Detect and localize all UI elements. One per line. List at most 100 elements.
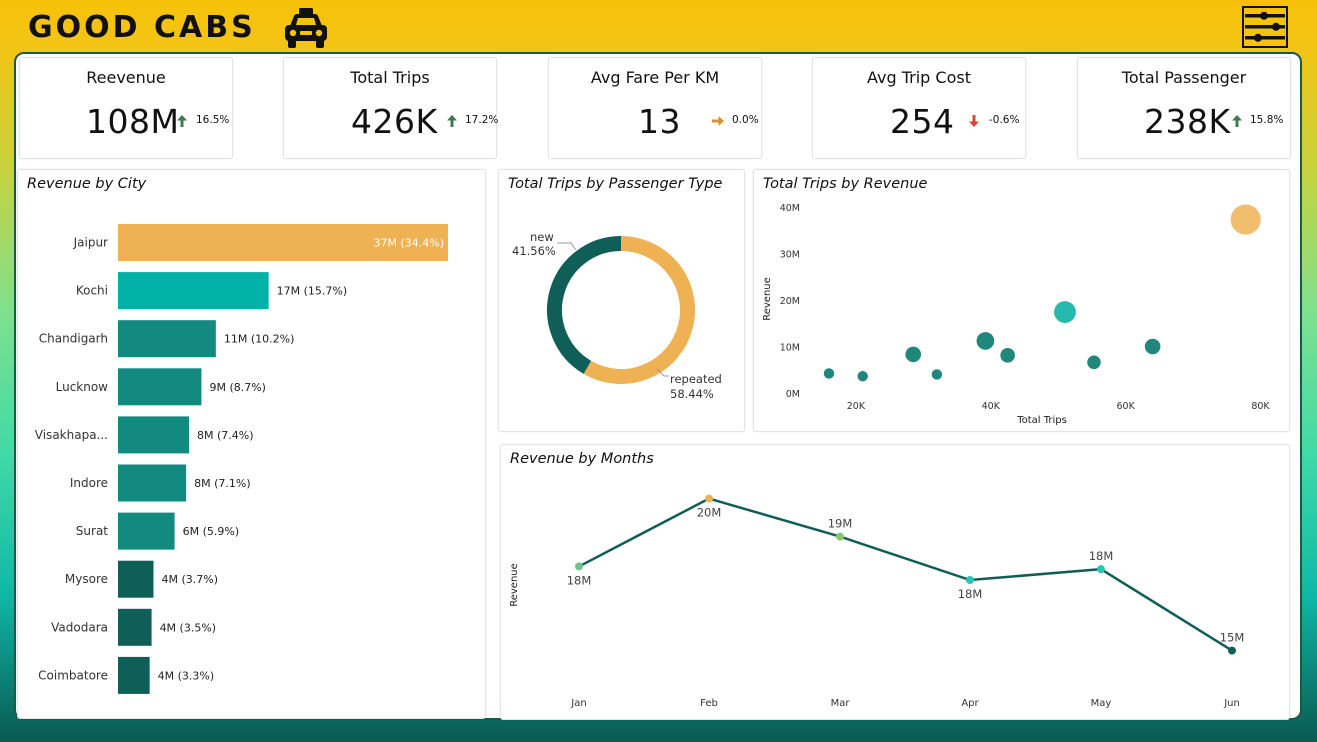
kpi-card-total-passenger[interactable]: Total Passenger 238K 15.8% xyxy=(1077,57,1291,159)
line-x-tick: Feb xyxy=(700,698,718,709)
scatter-point xyxy=(932,369,942,379)
line-point xyxy=(705,495,713,503)
kpi-value: 426K xyxy=(351,102,438,141)
city-axis-label: Vadodara xyxy=(51,620,108,634)
slider-menu-icon[interactable] xyxy=(1242,6,1288,48)
line-point xyxy=(966,576,974,584)
kpi-value: 108M xyxy=(86,102,179,141)
kpi-change: 17.2% xyxy=(465,114,498,126)
kpi-card-avg-fare-per-km[interactable]: Avg Fare Per KM 13 0.0% xyxy=(548,57,762,159)
city-bar xyxy=(118,657,150,694)
city-bar-label: 37M (34.4%) xyxy=(373,237,444,250)
arrow-up-icon xyxy=(445,114,459,128)
city-axis-label: Lucknow xyxy=(56,380,109,394)
header-bar: GOOD CABS xyxy=(0,0,1317,52)
line-svg: 18M Jan 20M Feb 19M Mar 18M Apr 18M May 15M Jun Reve… xyxy=(501,445,1289,719)
city-bar-label: 6M (5.9%) xyxy=(183,525,240,538)
donut-label-name: repeated xyxy=(670,372,722,386)
scatter-point xyxy=(1054,301,1076,323)
scatter-point xyxy=(824,368,834,378)
line-series xyxy=(579,499,1232,651)
scatter-x-tick: 40K xyxy=(982,401,1001,412)
scatter-point xyxy=(1087,356,1101,370)
kpi-title: Avg Fare Per KM xyxy=(549,68,761,87)
scatter-x-tick: 80K xyxy=(1251,401,1270,412)
city-axis-label: Indore xyxy=(70,476,108,490)
line-x-tick: Apr xyxy=(961,698,979,709)
line-point xyxy=(575,562,583,570)
scatter-x-tick: 60K xyxy=(1116,401,1135,412)
scatter-x-tick: 20K xyxy=(847,401,866,412)
scatter-y-tick: 40M xyxy=(780,203,800,214)
scatter-point xyxy=(905,347,921,363)
donut-slice-new xyxy=(555,244,622,368)
line-x-tick: Jan xyxy=(570,698,586,709)
scatter-point xyxy=(1000,348,1015,363)
line-x-tick: Jun xyxy=(1223,698,1240,709)
city-bar-label: 4M (3.5%) xyxy=(160,621,217,634)
city-bar-label: 4M (3.7%) xyxy=(161,573,218,586)
line-y-axis-title: Revenue xyxy=(509,563,520,607)
city-bar-label: 8M (7.1%) xyxy=(194,477,251,490)
city-bar xyxy=(118,609,152,646)
city-axis-label: Jaipur xyxy=(73,236,108,250)
city-bar xyxy=(118,561,153,598)
scatter-point xyxy=(857,371,867,381)
kpi-value: 13 xyxy=(638,102,681,141)
city-bar xyxy=(118,272,269,309)
line-point xyxy=(836,533,844,541)
scatter-y-tick: 0M xyxy=(786,389,800,400)
kpi-card-revenue[interactable]: Reevenue 108M 16.5% xyxy=(19,57,233,159)
kpi-change: -0.6% xyxy=(989,114,1019,126)
line-point xyxy=(1228,647,1236,655)
city-bar-label: 8M (7.4%) xyxy=(197,429,254,442)
donut-label-name: new xyxy=(530,230,554,244)
arrow-down-icon xyxy=(967,114,981,128)
scatter-y-tick: 20M xyxy=(780,296,800,307)
city-axis-label: Mysore xyxy=(65,572,108,586)
city-axis-label: Coimbatore xyxy=(38,668,108,682)
city-axis-label: Chandigarh xyxy=(39,332,108,346)
city-axis-label: Visakhapa... xyxy=(35,428,108,442)
kpi-title: Avg Trip Cost xyxy=(813,68,1025,87)
arrow-up-icon xyxy=(1230,114,1244,128)
kpi-change: 15.8% xyxy=(1250,114,1283,126)
city-bar xyxy=(118,465,186,502)
line-data-label: 20M xyxy=(697,506,722,520)
kpi-card-avg-trip-cost[interactable]: Avg Trip Cost 254 -0.6% xyxy=(812,57,1026,159)
taxi-icon xyxy=(282,6,330,50)
scatter-point xyxy=(977,332,995,350)
kpi-change: 16.5% xyxy=(196,114,229,126)
city-bar xyxy=(118,320,216,357)
kpi-title: Total Trips xyxy=(284,68,496,87)
donut-label-value: 58.44% xyxy=(670,387,714,401)
donut-leader-line xyxy=(557,243,576,250)
scatter-svg: 0M 10M 20M 30M 40M 20K 40K 60K 80K Total Trips Rev… xyxy=(754,170,1289,431)
line-x-tick: Mar xyxy=(831,698,851,709)
kpi-change: 0.0% xyxy=(732,114,759,126)
line-data-label: 15M xyxy=(1220,631,1245,645)
kpi-value: 238K xyxy=(1144,102,1231,141)
line-x-tick: May xyxy=(1091,698,1112,709)
city-bar-label: 4M (3.3%) xyxy=(158,669,215,682)
city-bar-svg: Jaipur 37M (34.4%) Kochi 17M (15.7%) Chandig… xyxy=(18,170,485,718)
city-bar-label: 9M (8.7%) xyxy=(209,381,266,394)
brand-title: GOOD CABS xyxy=(28,10,256,45)
city-bar-label: 11M (10.2%) xyxy=(224,333,295,346)
city-bar xyxy=(118,513,175,550)
line-data-label: 18M xyxy=(958,587,983,601)
revenue-by-months-chart[interactable]: Revenue by Months 18M Jan 20M Feb 19M Mar 18M A… xyxy=(500,444,1290,720)
line-data-label: 18M xyxy=(567,573,592,587)
trips-by-revenue-chart[interactable]: Total Trips by Revenue 0M 10M 20M 30M 40M 20K… xyxy=(753,169,1290,432)
scatter-point xyxy=(1145,339,1161,355)
kpi-title: Total Passenger xyxy=(1078,68,1290,87)
passenger-type-chart[interactable]: Total Trips by Passenger Type new 41.56% r… xyxy=(498,169,745,432)
scatter-point xyxy=(1231,204,1261,234)
donut-slice-repeated xyxy=(587,244,687,377)
revenue-by-city-chart[interactable]: Revenue by City Jaipur 37M (34.4%) Kochi 17… xyxy=(17,169,486,719)
kpi-card-total-trips[interactable]: Total Trips 426K 17.2% xyxy=(283,57,497,159)
kpi-value: 254 xyxy=(890,102,955,141)
line-data-label: 18M xyxy=(1089,549,1114,563)
scatter-y-axis-title: Revenue xyxy=(762,277,773,321)
city-axis-label: Kochi xyxy=(76,284,108,298)
